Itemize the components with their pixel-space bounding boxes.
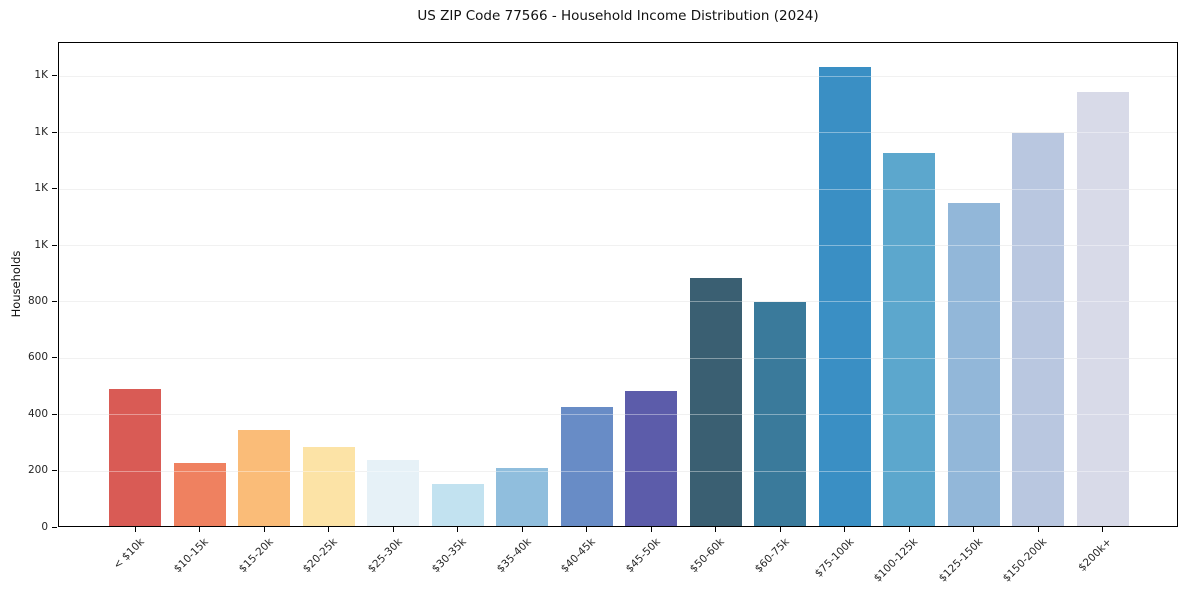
x-tick-label: $150-200k	[1000, 536, 1050, 585]
x-tick	[973, 527, 974, 532]
x-tick	[263, 527, 265, 532]
x-tick	[779, 527, 781, 532]
x-tick-label: $100-125k	[871, 536, 921, 585]
bar-$60-75k	[754, 301, 806, 527]
y-tick	[52, 75, 57, 77]
bar-$200k+	[1076, 91, 1129, 527]
x-tick	[457, 527, 458, 532]
x-tick-label: $30-35k	[429, 536, 469, 576]
y-tick-label: 800	[27, 294, 48, 307]
gridline	[58, 470, 1178, 472]
gridline-overlay	[58, 188, 1178, 190]
bar-$40-45k	[560, 406, 613, 527]
gridline-overlay	[58, 132, 1178, 134]
y-tick	[52, 244, 57, 246]
y-tick-label: 1K	[34, 125, 48, 138]
x-tick-label: $45-50k	[623, 536, 663, 576]
plot-area	[58, 42, 1178, 527]
x-tick-label: $125-150k	[936, 536, 985, 585]
bar-$150-200k	[1012, 132, 1064, 527]
y-tick	[52, 526, 57, 528]
y-tick	[52, 413, 57, 415]
bar-$30-35k	[431, 484, 484, 527]
bar-$10-15k	[173, 462, 226, 527]
y-tick	[52, 188, 57, 190]
x-tick-label: $75-100k	[812, 536, 856, 580]
y-tick-label: 600	[27, 351, 48, 364]
gridline-overlay	[58, 414, 1178, 416]
bar-$100-125k	[883, 153, 935, 527]
gridline-overlay	[58, 470, 1178, 472]
gridline	[58, 414, 1178, 416]
gridline	[58, 75, 1178, 77]
y-tick-label: 1K	[34, 69, 48, 82]
x-tick	[844, 527, 845, 532]
y-tick-label: 400	[27, 407, 48, 420]
chart-title: US ZIP Code 77566 - Household Income Dis…	[417, 8, 819, 24]
x-tick-label: $25-30k	[365, 536, 405, 576]
x-tick	[521, 527, 523, 532]
y-tick-label: 1K	[34, 238, 48, 251]
y-tick	[52, 131, 57, 133]
gridline	[58, 132, 1178, 134]
gridline	[58, 188, 1178, 190]
bar-$45-50k	[625, 390, 677, 527]
x-tick-label: $60-75k	[752, 536, 792, 576]
x-tick	[199, 527, 200, 532]
x-tick	[715, 527, 716, 532]
x-tick	[328, 527, 329, 532]
y-tick	[52, 470, 57, 472]
x-tick	[1102, 527, 1103, 532]
y-tick	[52, 300, 57, 302]
x-tick-label: $10-15k	[171, 536, 211, 576]
gridline-overlay	[58, 357, 1178, 359]
x-tick-label: $40-45k	[558, 536, 598, 576]
x-tick	[586, 527, 587, 532]
x-tick	[392, 527, 394, 532]
gridline-overlay	[58, 75, 1178, 77]
gridline-overlay	[58, 301, 1178, 303]
x-tick-label: $20-25k	[300, 536, 340, 576]
bar-$25-30k	[367, 460, 419, 527]
y-tick-label: 1K	[34, 182, 48, 195]
bar-< $10k	[109, 388, 161, 527]
gridline	[58, 245, 1178, 247]
gridline	[58, 357, 1178, 359]
bar-$35-40k	[496, 467, 548, 527]
x-tick-label: $35-40k	[494, 536, 534, 576]
bar-$15-20k	[238, 429, 290, 527]
x-tick-label: $15-20k	[236, 536, 276, 576]
y-tick	[52, 357, 57, 359]
x-tick-label: < $10k	[110, 536, 147, 572]
bar-$125-150k	[947, 202, 1000, 527]
x-tick	[1037, 527, 1039, 532]
x-tick	[134, 527, 136, 532]
x-tick-label: $200k+	[1076, 536, 1114, 574]
gridline-overlay	[58, 245, 1178, 247]
y-tick-label: 0	[41, 520, 48, 533]
x-tick	[650, 527, 652, 532]
x-tick-label: $50-60k	[687, 536, 727, 576]
y-tick-label: 200	[27, 464, 48, 477]
bar-$20-25k	[302, 447, 355, 527]
x-tick	[908, 527, 910, 532]
gridline	[58, 301, 1178, 303]
bar-$75-100k	[818, 67, 871, 527]
bar-$50-60k	[689, 278, 742, 527]
